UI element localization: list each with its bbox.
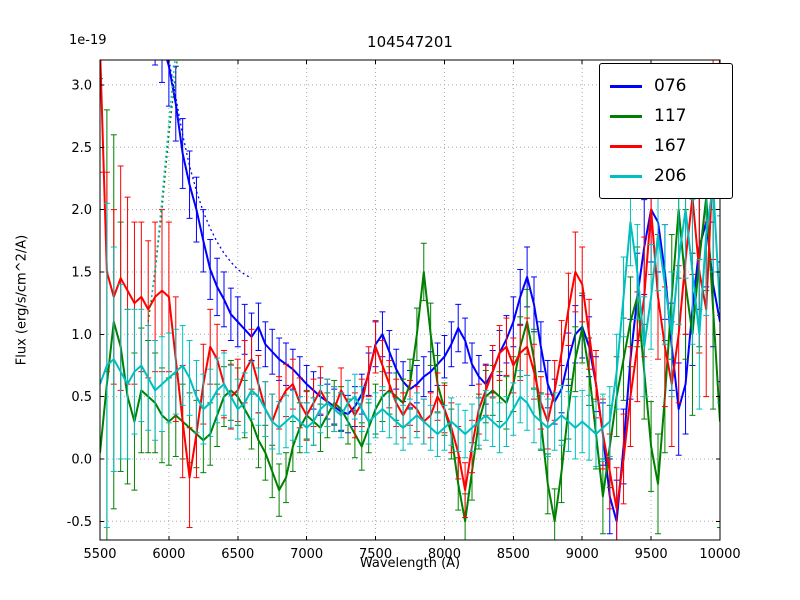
x-tick-label: 8000 [428, 547, 461, 562]
legend-line-sample-167 [610, 144, 642, 148]
chart-title: 104547201 [367, 33, 453, 51]
x-tick-label: 10000 [699, 547, 740, 562]
legend-item-167: 167 [610, 131, 722, 161]
legend-label-206: 206 [654, 165, 687, 186]
y-axis-offset-label: 1e-19 [69, 33, 107, 48]
legend-label-076: 076 [654, 75, 687, 96]
y-tick-label: 3.0 [71, 78, 92, 93]
dotted-line-117-dotted [147, 60, 178, 322]
y-tick-label: 1.0 [71, 328, 92, 343]
x-tick-label: 9500 [635, 547, 668, 562]
legend-label-167: 167 [654, 135, 687, 156]
legend-line-sample-076 [610, 84, 642, 88]
dotted-line-206-dotted [151, 60, 176, 297]
x-tick-label: 8500 [497, 547, 530, 562]
series-group [100, 60, 720, 540]
x-tick-label: 6000 [152, 547, 185, 562]
legend: 076 117 167 206 [599, 63, 733, 199]
legend-label-117: 117 [654, 105, 687, 126]
x-axis-label: Wavelength (A) [359, 556, 461, 571]
x-tick-label: 5500 [83, 547, 116, 562]
legend-item-117: 117 [610, 101, 722, 131]
legend-line-sample-206 [610, 174, 642, 178]
tick-labels: 5500 6000 6500 7000 7500 8000 8500 9000 9500 1000… [67, 78, 741, 562]
x-tick-label: 9000 [566, 547, 599, 562]
y-tick-label: 2.5 [71, 141, 92, 156]
y-tick-label: 2.0 [71, 203, 92, 218]
legend-line-sample-117 [610, 114, 642, 118]
axes-frame [99, 59, 721, 541]
y-tick-label: 1.5 [71, 265, 92, 280]
legend-item-076: 076 [610, 71, 722, 101]
x-tick-label: 6500 [221, 547, 254, 562]
tick-marks [99, 60, 721, 540]
x-tick-label: 7000 [290, 547, 323, 562]
line-206 [100, 183, 720, 436]
x-tick-label: 7500 [359, 547, 392, 562]
y-tick-label: 0.0 [71, 452, 92, 467]
y-tick-label: 0.5 [71, 390, 92, 405]
series-206 [100, 60, 720, 540]
y-axis-label: Flux (erg/s/cm^2/A) [14, 234, 30, 366]
dotted-line-076-dotted [168, 60, 252, 279]
legend-item-206: 206 [610, 161, 722, 191]
y-tick-label: -0.5 [67, 515, 92, 530]
